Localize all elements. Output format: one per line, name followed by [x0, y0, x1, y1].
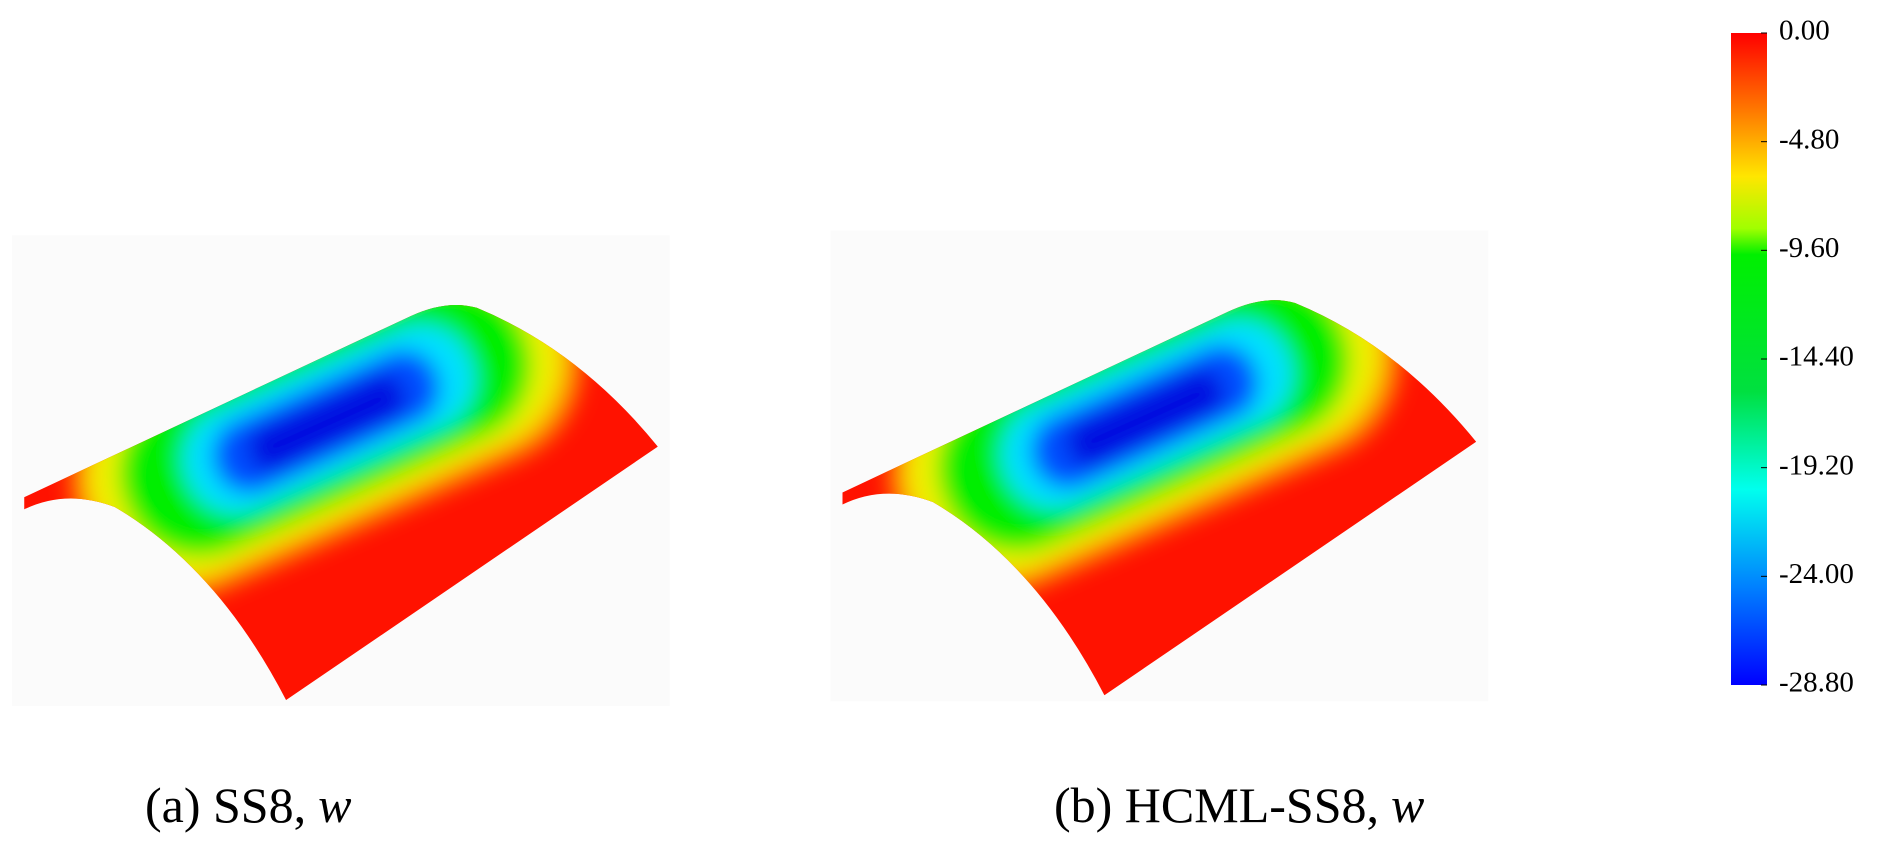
tick-label: 0.00: [1779, 15, 1830, 47]
caption-variable: w: [1391, 777, 1424, 833]
contour-plot-a: [0, 211, 676, 712]
shell-plots: [0, 206, 1494, 712]
tick-label: -14.40: [1779, 341, 1854, 373]
tick-label: -24.00: [1779, 558, 1854, 590]
caption-variable: w: [318, 777, 351, 833]
tick-label: -9.60: [1779, 232, 1839, 264]
caption-text: (b) HCML-SS8,: [1054, 777, 1379, 833]
tick-label: -4.80: [1779, 123, 1839, 155]
caption-a: (a) SS8, w: [145, 777, 351, 833]
caption-text: (a) SS8,: [145, 777, 306, 833]
contour-plot-b: [818, 206, 1494, 707]
tick-label: -19.20: [1779, 449, 1854, 481]
colorbar-ticks: 0.00 -4.80 -9.60 -14.40 -19.20 -24.00 -28.80: [1761, 15, 1854, 699]
tick-label: -28.80: [1779, 667, 1854, 699]
caption-b: (b) HCML-SS8, w: [1054, 777, 1424, 833]
